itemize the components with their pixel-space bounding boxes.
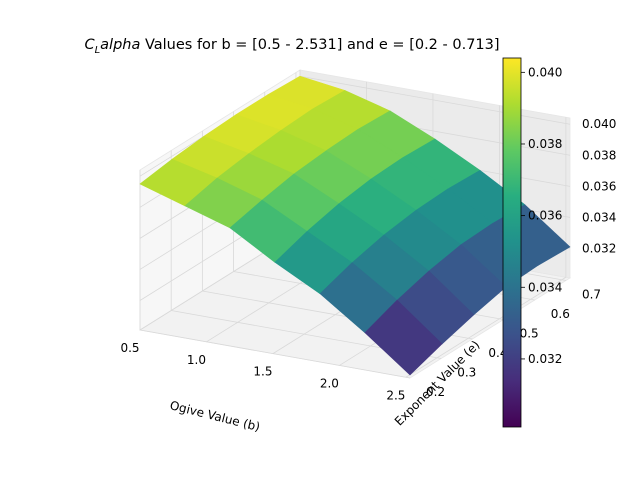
x-tick-label: 2.0	[320, 376, 339, 390]
gridline-z-back	[299, 75, 571, 125]
title-prefix: C	[84, 37, 95, 53]
x-tick-label: 1.0	[187, 353, 206, 367]
x-tick-label: 2.5	[386, 388, 405, 402]
z-tick-label: 0.032	[582, 241, 616, 255]
y-tick-label: 0.2	[426, 385, 445, 399]
z-tick-label: 0.036	[582, 179, 616, 193]
x-tick-label: 1.5	[253, 365, 272, 379]
z-tick-label: 0.034	[582, 210, 616, 224]
colorbar-ticks: 0.032 0.034 0.036 0.038 0.040	[521, 65, 562, 366]
colorbar-tick-label: 0.036	[528, 209, 562, 223]
z-tick-label: 0.038	[582, 148, 616, 162]
colorbar-tick-label: 0.040	[528, 65, 562, 79]
colorbar-tick-label: 0.034	[528, 280, 562, 294]
y-tick-label: 0.7	[582, 288, 601, 302]
surface-facet	[364, 299, 443, 376]
y-tick-label: 0.3	[457, 366, 476, 380]
colorbar-tick-label: 0.032	[528, 352, 562, 366]
title-rest: Values for b = [0.5 - 2.531] and e = [0.…	[140, 37, 499, 53]
gridline-x-floor	[405, 276, 567, 378]
gridline-y-floor	[139, 329, 411, 379]
chart-title: CLalpha Values for b = [0.5 - 2.531] and…	[84, 37, 499, 56]
title-sub: L	[95, 45, 101, 56]
colorbar-tick-label: 0.038	[528, 137, 562, 151]
x-tick-label: 0.5	[120, 341, 139, 355]
axis-ticks: 0.51.01.52.02.5 0.20.30.40.50.60.70.0320.…	[120, 117, 616, 402]
z-tick-label: 0.040	[582, 117, 616, 131]
surface-plot	[139, 75, 571, 376]
title-italic: alpha	[100, 37, 140, 53]
y-tick-label: 0.5	[520, 327, 539, 341]
x-axis-label: Ogive Value (b)	[168, 398, 261, 434]
y-tick-label: 0.6	[551, 307, 570, 321]
colorbar	[502, 57, 522, 428]
